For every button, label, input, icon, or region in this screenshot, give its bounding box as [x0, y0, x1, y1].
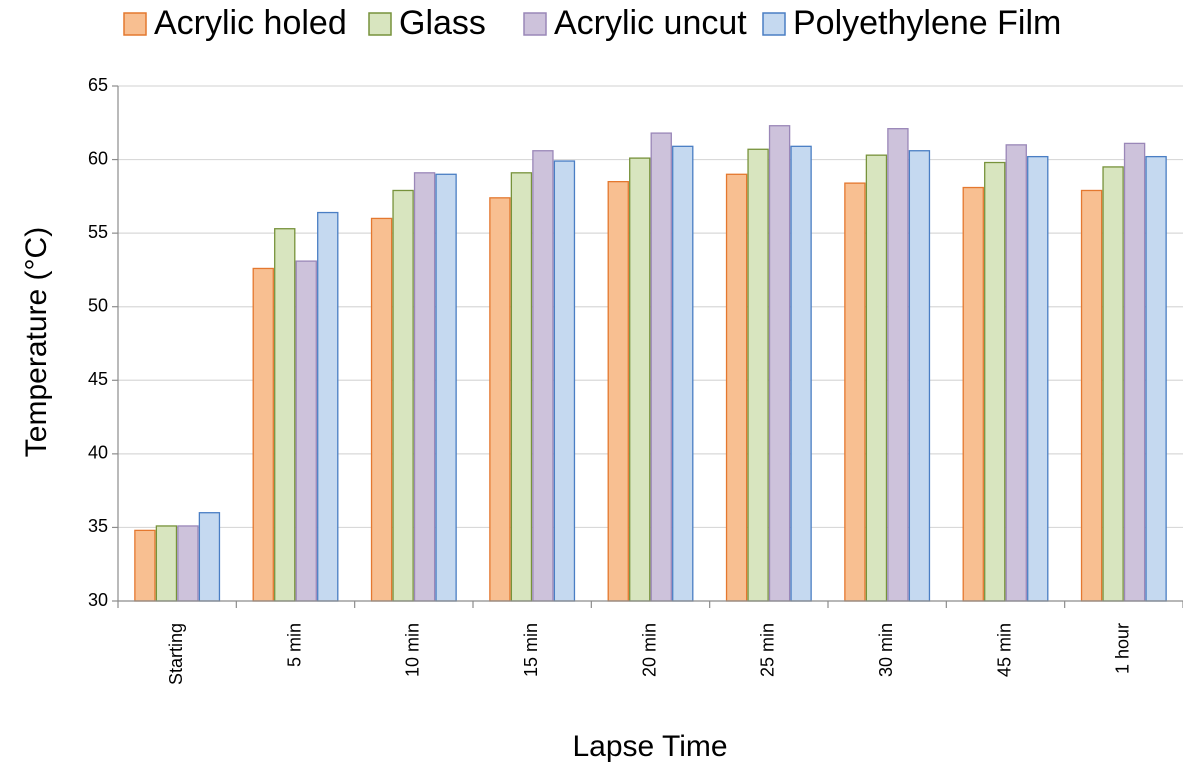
y-tick-label: 30 — [88, 590, 108, 610]
bar-glass — [747, 148, 769, 602]
x-tick-label: 10 min — [403, 623, 423, 677]
bar-glass — [510, 172, 533, 602]
bar-acrylic-uncut — [1005, 144, 1027, 602]
x-tick-label: Starting — [166, 623, 186, 685]
bar-acrylic-uncut — [650, 132, 672, 602]
bar-glass — [274, 228, 296, 602]
bar-acrylic-uncut — [532, 150, 554, 602]
bar-glass — [1102, 166, 1124, 602]
y-tick-label: 60 — [88, 148, 108, 168]
y-axis-title: Temperature (°C) — [20, 227, 53, 457]
legend: Acrylic holed Glass Acrylic uncut Polyethyl… — [123, 4, 1061, 42]
x-tick-label: 30 min — [876, 623, 896, 677]
bar-acrylic-holed — [607, 180, 629, 602]
bar-acrylic-holed — [1080, 189, 1103, 602]
bar-polyethylene-film — [908, 150, 931, 602]
y-tick-label: 50 — [88, 295, 108, 315]
axes — [112, 85, 1183, 608]
bars — [134, 125, 1167, 602]
bar-acrylic-holed — [962, 186, 984, 602]
bar-glass — [865, 154, 888, 602]
bar-glass — [392, 189, 414, 602]
bar-acrylic-uncut — [413, 172, 436, 602]
bar-polyethylene-film — [790, 145, 812, 602]
bar-acrylic-holed — [489, 197, 511, 602]
bar-acrylic-holed — [844, 182, 866, 602]
bar-polyethylene-film — [1145, 155, 1167, 602]
bar-acrylic-uncut — [295, 260, 317, 602]
bar-polyethylene-film — [198, 512, 221, 602]
x-tick-label: 20 min — [639, 623, 659, 677]
bar-polyethylene-film — [1027, 155, 1049, 602]
legend-label: Polyethylene Film — [793, 4, 1061, 42]
bar-glass — [155, 525, 178, 602]
x-tick-labels: Starting 5 min 10 min 15 min 20 min 25 min 30 … — [166, 623, 1133, 685]
y-tick-labels: 30 35 40 45 50 55 60 65 — [88, 75, 108, 610]
legend-label: Acrylic holed — [154, 4, 347, 42]
legend-swatch — [762, 12, 786, 36]
legend-label: Glass — [399, 4, 486, 42]
y-tick-label: 35 — [88, 516, 108, 536]
bar-polyethylene-film — [672, 145, 694, 602]
bar-polyethylene-film — [553, 160, 576, 602]
x-tick-label: 15 min — [521, 623, 541, 677]
x-tick-label: 1 hour — [1113, 623, 1133, 674]
legend-swatch — [368, 12, 392, 36]
legend-label: Acrylic uncut — [554, 4, 747, 42]
bar-acrylic-uncut — [768, 125, 791, 602]
y-tick-label: 40 — [88, 443, 108, 463]
bar-acrylic-holed — [252, 267, 274, 602]
y-tick-label: 45 — [88, 369, 108, 389]
bar-acrylic-uncut — [1123, 142, 1146, 602]
legend-swatch — [123, 12, 147, 36]
bar-acrylic-uncut — [177, 525, 199, 602]
bar-acrylic-holed — [134, 529, 156, 602]
x-tick-label: 25 min — [758, 623, 778, 677]
bar-acrylic-uncut — [887, 128, 909, 602]
x-tick-label: 5 min — [284, 623, 304, 667]
gridlines — [118, 85, 1183, 529]
bar-glass — [984, 161, 1006, 602]
y-tick-label: 55 — [88, 222, 108, 242]
bar-glass — [629, 157, 651, 602]
bar-acrylic-holed — [370, 217, 393, 602]
y-tick-label: 65 — [88, 75, 108, 95]
bar-acrylic-holed — [725, 173, 748, 602]
bar-polyethylene-film — [317, 211, 339, 602]
legend-swatch — [523, 12, 547, 36]
bar-polyethylene-film — [435, 173, 457, 602]
x-tick-label: 45 min — [994, 623, 1014, 677]
x-axis-title: Lapse Time — [572, 730, 727, 763]
